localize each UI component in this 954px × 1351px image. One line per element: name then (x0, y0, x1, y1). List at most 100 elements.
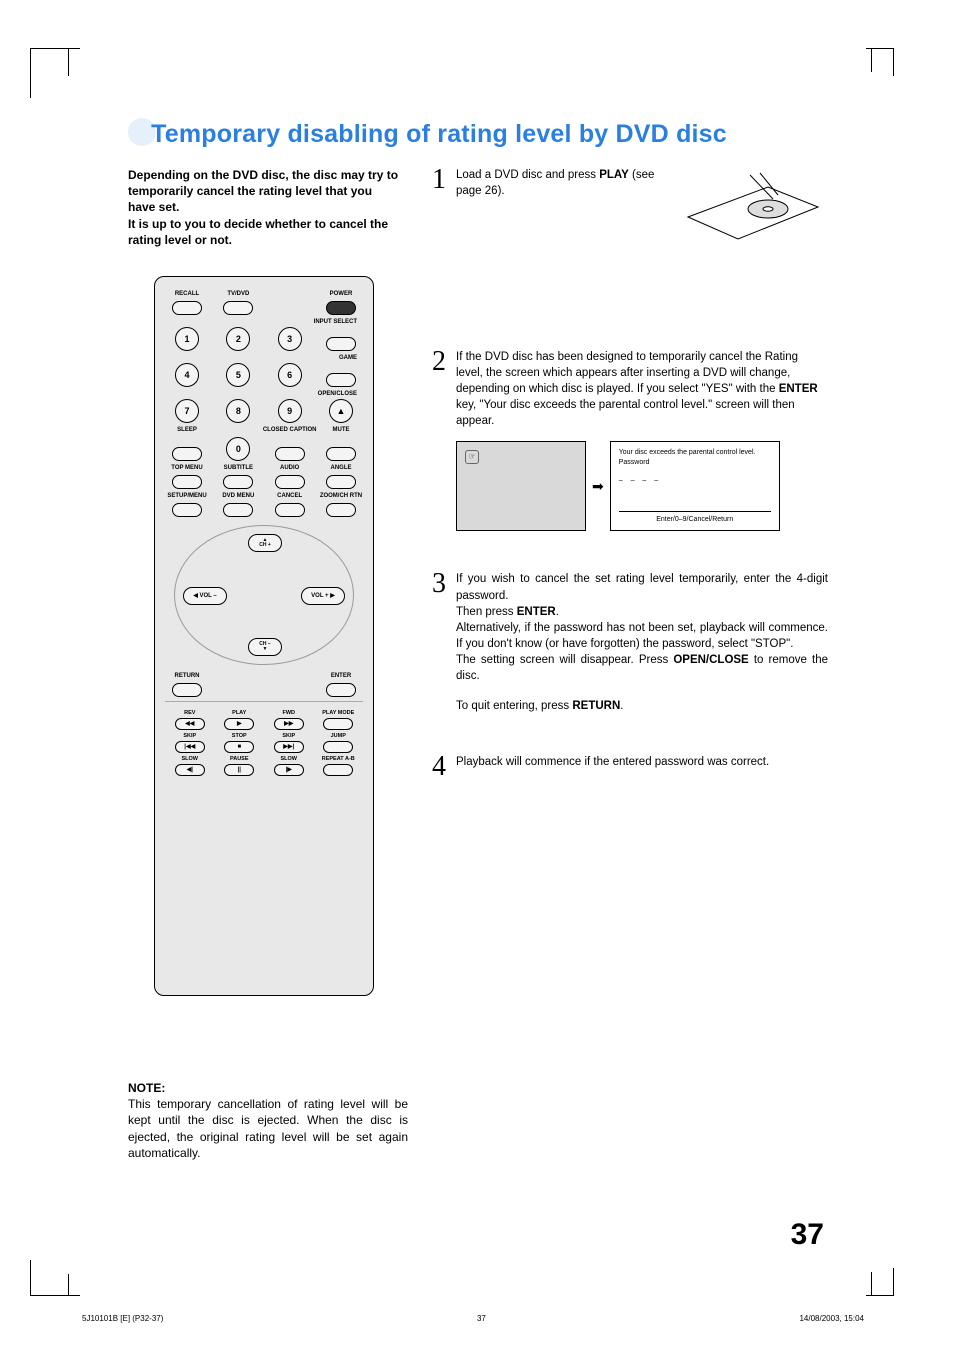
page-number: 37 (791, 1218, 824, 1252)
remote-skip-fwd-button: ▶▶| (274, 741, 304, 753)
step-3-p2: Alternatively, if the password has not b… (456, 620, 828, 652)
remote-power-button (326, 301, 356, 315)
remote-button (326, 447, 356, 461)
intro-text: Depending on the DVD disc, the disc may … (128, 167, 400, 248)
remote-digit-3: 3 (278, 327, 302, 351)
step-3-p1: If you wish to cancel the set rating lev… (456, 571, 828, 619)
disc-tray-illustration (678, 167, 828, 247)
remote-button (326, 475, 356, 489)
remote-digit-5: 5 (226, 363, 250, 387)
remote-skip-back-button: |◀◀ (175, 741, 205, 753)
remote-label: ENTER (331, 673, 351, 681)
remote-button (172, 301, 202, 315)
remote-button (326, 373, 356, 387)
remote-label: ZOOM/CH RTN (320, 493, 362, 501)
step-number: 2 (428, 349, 446, 531)
remote-button (223, 503, 253, 517)
footer-right: 14/08/2003, 15:04 (799, 1314, 864, 1323)
remote-play-button: ▶ (224, 718, 254, 730)
remote-label: REV (184, 710, 195, 717)
arrow-right-icon: ➡ (592, 477, 604, 497)
crop-mark (30, 1260, 80, 1296)
remote-vol-down: ◀ VOL – (183, 587, 227, 605)
remote-button (172, 447, 202, 461)
step-number: 3 (428, 571, 446, 714)
remote-button (172, 503, 202, 517)
remote-label: OPEN/CLOSE (165, 391, 357, 397)
remote-label: CANCEL (277, 493, 302, 501)
remote-label: RETURN (175, 673, 200, 681)
remote-label: CLOSED CAPTION (263, 427, 317, 435)
step-3-p4: To quit entering, press RETURN. (456, 698, 828, 714)
remote-label: INPUT SELECT (165, 319, 357, 325)
title-text: Temporary disabling of rating level by D… (151, 120, 727, 148)
remote-label: DVD MENU (222, 493, 254, 501)
remote-button (275, 475, 305, 489)
remote-label: SUBTITLE (224, 465, 253, 473)
remote-label: SLOW (182, 756, 199, 763)
crop-mark (871, 1272, 872, 1296)
remote-label: AUDIO (280, 465, 299, 473)
remote-label: TOP MENU (171, 465, 202, 473)
remote-label: SKIP (282, 733, 295, 740)
remote-label: PLAY (232, 710, 246, 717)
remote-label: FWD (282, 710, 295, 717)
remote-fwd-button: ▶▶ (274, 718, 304, 730)
remote-label: REPEAT A-B (322, 756, 355, 763)
remote-label: ANGLE (330, 465, 351, 473)
remote-button (223, 301, 253, 315)
step-1-text: Load a DVD disc and press PLAY (see page… (456, 167, 664, 199)
remote-digit-7: 7 (175, 399, 199, 423)
remote-vol-up: VOL + ▶ (301, 587, 345, 605)
remote-pause-button: || (224, 764, 254, 776)
remote-digit-0: 0 (226, 437, 250, 461)
footer-left: 5J10101B [E] (P32-37) (82, 1314, 163, 1323)
remote-digit-6: 6 (278, 363, 302, 387)
step-number: 4 (428, 754, 446, 779)
crop-mark (30, 48, 80, 98)
remote-digit-8: 8 (226, 399, 250, 423)
remote-label: SETUP/MENU (167, 493, 206, 501)
remote-illustration: RECALL TV/DVD POWER INPUT SELECT 1 2 3 G… (154, 276, 374, 996)
remote-button (326, 337, 356, 351)
remote-label: GAME (165, 355, 357, 361)
dialog-text: Password (619, 458, 771, 468)
on-screen-dialog-2: Your disc exceeds the parental control l… (610, 441, 780, 531)
step-2-text: If the DVD disc has been designed to tem… (456, 349, 828, 429)
remote-digit-9: 9 (278, 399, 302, 423)
footer-mid: 37 (477, 1314, 486, 1323)
remote-label: STOP (232, 733, 247, 740)
remote-button (223, 475, 253, 489)
remote-label: JUMP (331, 733, 346, 740)
step-3-p3: The setting screen will disappear. Press… (456, 652, 828, 684)
remote-button (172, 475, 202, 489)
remote-slow-back-button: ◀| (175, 764, 205, 776)
remote-digit-2: 2 (226, 327, 250, 351)
remote-button (172, 683, 202, 697)
remote-ch-down: CH – ▼ (248, 638, 282, 656)
remote-slow-fwd-button: |▶ (274, 764, 304, 776)
remote-digit-4: 4 (175, 363, 199, 387)
remote-label: SKIP (183, 733, 196, 740)
remote-label: PAUSE (230, 756, 249, 763)
remote-button (275, 503, 305, 517)
remote-button (323, 741, 353, 753)
remote-eject-button: ▲ (329, 399, 353, 423)
note-block: NOTE: This temporary cancellation of rat… (128, 1080, 408, 1161)
note-heading: NOTE: (128, 1080, 408, 1096)
remote-label: POWER (330, 291, 353, 299)
page-title: Temporary disabling of rating level by D… (128, 118, 828, 149)
footer: 5J10101B [E] (P32-37) 37 14/08/2003, 15:… (82, 1314, 864, 1323)
dialog-text: Your disc exceeds the parental control l… (619, 448, 771, 458)
crop-mark (68, 48, 69, 76)
dialog-hint: Enter/0–9/Cancel/Return (619, 511, 771, 525)
on-screen-dialog-1: ☞ (456, 441, 586, 531)
remote-button (323, 764, 353, 776)
note-body: This temporary cancellation of rating le… (128, 1096, 408, 1161)
step-number: 1 (428, 167, 446, 247)
remote-label: PLAY MODE (322, 710, 354, 717)
remote-label: TV/DVD (227, 291, 249, 299)
remote-button (323, 718, 353, 730)
remote-button (326, 503, 356, 517)
remote-label: SLOW (281, 756, 298, 763)
